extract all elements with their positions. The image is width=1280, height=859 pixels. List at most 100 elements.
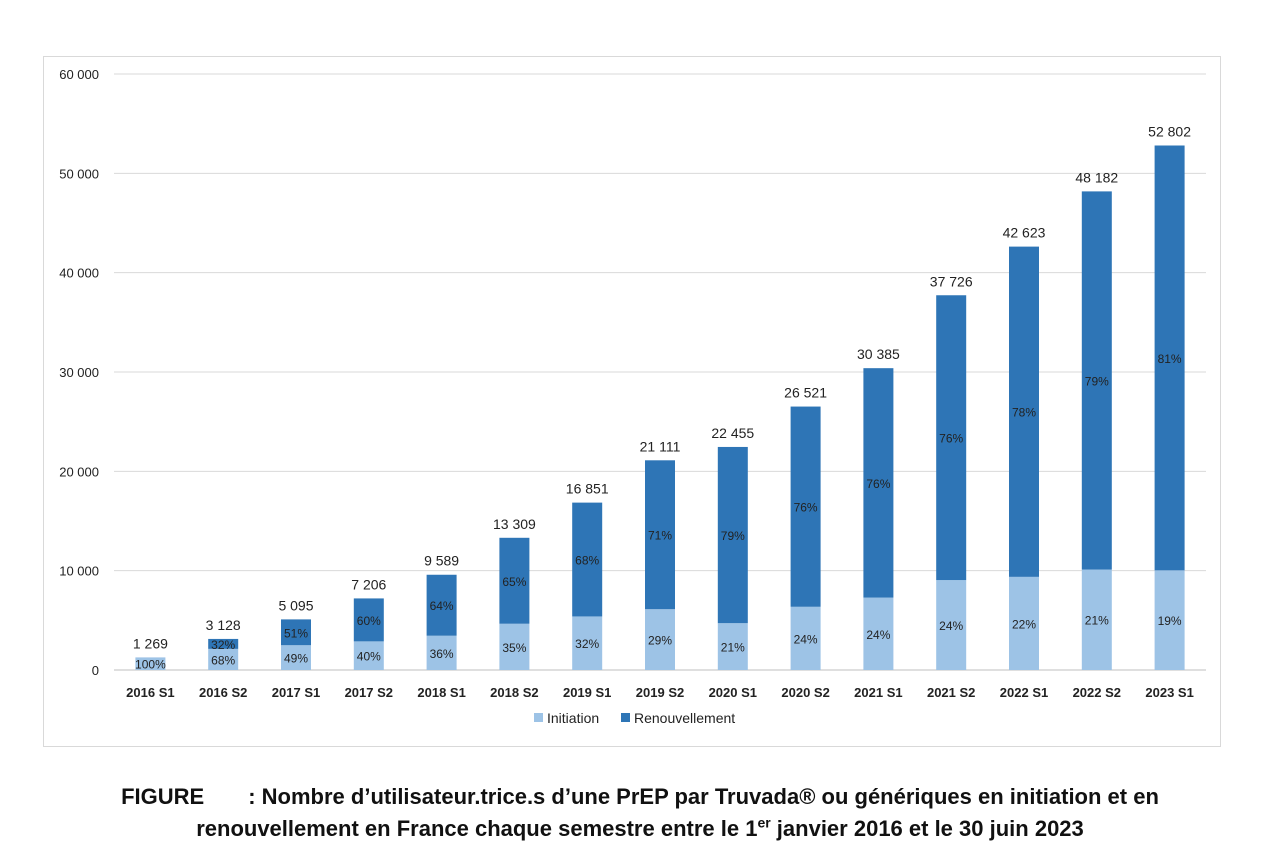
data-label-initiation: 24% xyxy=(939,619,963,633)
data-label-renouvellement: 51% xyxy=(284,626,308,640)
x-tick-label: 2020 S1 xyxy=(709,685,757,700)
bar-segment-renouvellement xyxy=(936,295,967,581)
legend-swatch-initiation xyxy=(534,713,543,722)
y-tick-label: 50 000 xyxy=(59,166,99,181)
x-tick-label: 2022 S2 xyxy=(1073,685,1121,700)
caption-line-1: FIGURE : Nombre d’utilisateur.trice.s d’… xyxy=(121,784,1159,809)
x-tick-label: 2019 S2 xyxy=(636,685,684,700)
data-label-renouvellement: 76% xyxy=(939,432,963,446)
data-label-total: 22 455 xyxy=(711,425,754,441)
x-tick-label: 2023 S1 xyxy=(1145,685,1193,700)
bar-segment-renouvellement xyxy=(645,460,675,610)
bar-segment-renouvellement xyxy=(790,406,821,607)
x-tick-label: 2016 S2 xyxy=(199,685,247,700)
bar-segment-initiation xyxy=(717,623,748,670)
stacked-bar-chart: 0 10 000 20 000 30 000 40 000 50 000 60 000 100… xyxy=(59,67,1206,726)
data-label-total: 37 726 xyxy=(930,273,973,289)
data-label-initiation: 19% xyxy=(1158,614,1182,628)
data-label-total: 9 589 xyxy=(424,553,459,569)
x-tick-label: 2018 S1 xyxy=(417,685,465,700)
data-label-renouvellement: 78% xyxy=(1012,406,1036,420)
data-label-total: 13 309 xyxy=(493,516,536,532)
y-tick-label: 20 000 xyxy=(59,464,99,479)
x-tick-label: 2016 S1 xyxy=(126,685,174,700)
bar-segment-initiation xyxy=(645,609,675,670)
bar-segment-initiation xyxy=(426,635,457,670)
bar-segment-initiation xyxy=(208,648,239,670)
data-label-initiation: 36% xyxy=(430,647,454,661)
bar-segment-initiation xyxy=(790,606,821,670)
caption-line-2-start: renouvellement en France chaque semestre… xyxy=(196,816,758,841)
bar-segment-renouvellement xyxy=(353,598,384,642)
bar-segment-initiation xyxy=(281,645,311,670)
caption-line-2-end: janvier 2016 et le 30 juin 2023 xyxy=(770,816,1084,841)
bar-segment-initiation xyxy=(1009,576,1039,670)
data-label-total: 3 128 xyxy=(206,617,241,633)
bar-segment-renouvellement xyxy=(717,446,748,624)
y-tick-label: 10 000 xyxy=(59,564,99,579)
data-label-renouvellement: 68% xyxy=(575,554,599,568)
data-label-initiation: 68% xyxy=(211,653,235,667)
bar-segment-renouvellement xyxy=(426,574,457,636)
y-tick-label: 0 xyxy=(92,663,99,678)
x-tick-label: 2017 S2 xyxy=(345,685,393,700)
data-label-total: 52 802 xyxy=(1148,124,1191,140)
data-label-total: 48 182 xyxy=(1075,169,1118,185)
data-label-initiation: 29% xyxy=(648,634,672,648)
legend-label-renouvellement: Renouvellement xyxy=(634,710,735,726)
legend-label-initiation: Initiation xyxy=(547,710,599,726)
data-label-initiation: 100% xyxy=(135,658,166,672)
bar-segment-initiation xyxy=(1154,570,1185,670)
y-tick-label: 40 000 xyxy=(59,266,99,281)
legend-swatch-renouvellement xyxy=(621,713,630,722)
x-tick-label: 2020 S2 xyxy=(781,685,829,700)
bar-segment-initiation xyxy=(936,580,967,670)
bar-segment-initiation xyxy=(863,597,894,670)
caption-superscript: er xyxy=(757,814,771,831)
data-label-renouvellement: 81% xyxy=(1158,352,1182,366)
data-label-renouvellement: 79% xyxy=(721,529,745,543)
data-label-initiation: 49% xyxy=(284,652,308,666)
y-tick-label: 30 000 xyxy=(59,365,99,380)
bar-segment-renouvellement xyxy=(1081,191,1112,570)
chart-frame: 0 10 000 20 000 30 000 40 000 50 000 60 000 100… xyxy=(43,56,1221,747)
bar-segment-initiation xyxy=(135,657,166,670)
bar-segment-renouvellement xyxy=(208,638,239,649)
bar-segment-renouvellement xyxy=(572,502,603,617)
data-label-initiation: 21% xyxy=(721,641,745,655)
data-label-total: 1 269 xyxy=(133,635,168,651)
data-label-renouvellement: 64% xyxy=(430,599,454,613)
data-label-renouvellement: 76% xyxy=(794,501,818,515)
data-label-total: 42 623 xyxy=(1003,225,1046,241)
x-tick-label: 2018 S2 xyxy=(490,685,538,700)
data-label-initiation: 24% xyxy=(794,632,818,646)
bar-segment-initiation xyxy=(1081,569,1112,670)
data-label-total: 26 521 xyxy=(784,385,827,401)
data-label-initiation: 24% xyxy=(866,628,890,642)
data-label-initiation: 22% xyxy=(1012,617,1036,631)
data-label-initiation: 40% xyxy=(357,650,381,664)
data-label-total: 30 385 xyxy=(857,346,900,362)
bar-segment-renouvellement xyxy=(1154,145,1185,571)
data-label-renouvellement: 60% xyxy=(357,614,381,628)
data-label-renouvellement: 65% xyxy=(502,575,526,589)
data-label-total: 16 851 xyxy=(566,481,609,497)
data-label-initiation: 32% xyxy=(575,637,599,651)
data-label-renouvellement: 79% xyxy=(1085,374,1109,388)
bar-segment-initiation xyxy=(572,616,603,670)
bar-segment-renouvellement xyxy=(281,619,311,646)
data-label-total: 21 111 xyxy=(640,438,681,454)
bar-segment-initiation xyxy=(353,641,384,670)
data-label-total: 5 095 xyxy=(278,597,313,613)
x-tick-label: 2022 S1 xyxy=(1000,685,1048,700)
data-label-initiation: 21% xyxy=(1085,614,1109,628)
bar-segment-renouvellement xyxy=(863,368,894,598)
bar-segment-renouvellement xyxy=(1009,246,1039,577)
x-tick-label: 2021 S2 xyxy=(927,685,975,700)
data-label-renouvellement: 32% xyxy=(211,638,235,652)
x-tick-label: 2019 S1 xyxy=(563,685,611,700)
x-tick-label: 2017 S1 xyxy=(272,685,320,700)
data-label-renouvellement: 76% xyxy=(866,477,890,491)
bar-segment-renouvellement xyxy=(499,537,530,624)
y-tick-label: 60 000 xyxy=(59,67,99,82)
